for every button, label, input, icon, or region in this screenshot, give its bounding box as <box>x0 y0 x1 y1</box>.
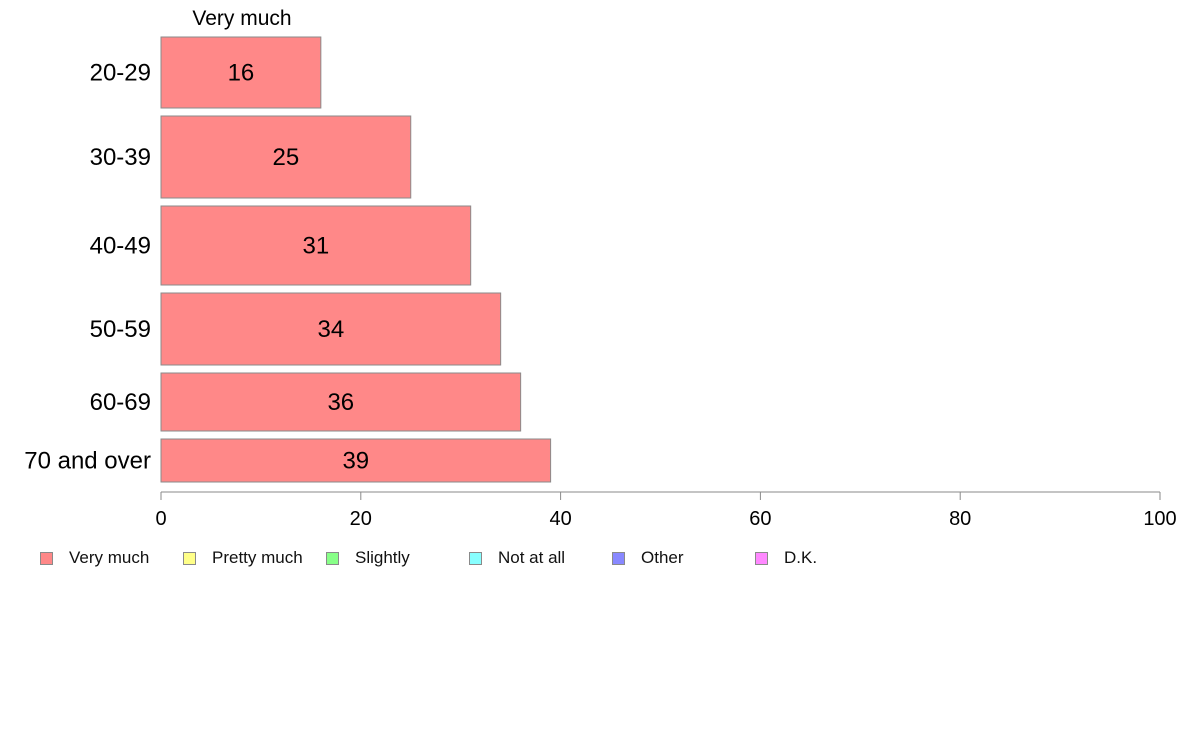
bar-70-and-over <box>160 438 552 483</box>
legend-item: Slightly <box>326 544 410 572</box>
x-tick-label: 40 <box>549 508 571 530</box>
y-tick-label: 40-49 <box>90 233 151 260</box>
legend-swatch <box>612 551 625 565</box>
data-label: 25 <box>273 144 300 171</box>
legend-label: Very much <box>69 548 150 567</box>
legend-item: Other <box>612 544 684 572</box>
legend-swatch <box>183 551 196 565</box>
y-tick-label: 50-59 <box>90 316 151 343</box>
data-label: 36 <box>327 389 354 416</box>
legend-item: Pretty much <box>183 544 303 572</box>
legend: Very much Pretty much Slightly Not at all Ot… <box>0 544 1188 572</box>
x-axis: 0 20 40 60 80 100 <box>155 491 1177 530</box>
legend-item: D.K. <box>755 544 817 572</box>
legend-label: Pretty much <box>212 548 303 567</box>
legend-label: Other <box>641 548 684 567</box>
data-label: 16 <box>228 60 255 87</box>
legend-label: Not at all <box>498 548 566 567</box>
y-tick-label: 20-29 <box>90 60 151 87</box>
x-tick-label: 80 <box>949 508 971 530</box>
legend-swatch <box>755 551 768 565</box>
data-label: 34 <box>317 316 344 343</box>
legend-swatch <box>326 551 339 565</box>
legend-swatch <box>469 551 482 565</box>
y-tick-label: 30-39 <box>90 144 151 171</box>
bar-50-59 <box>160 292 502 366</box>
bar-60-69 <box>160 372 522 432</box>
bar-20-29 <box>160 36 322 109</box>
bar-30-39 <box>160 115 412 199</box>
legend-swatch <box>40 551 53 565</box>
bars-group: 16 25 31 34 36 39 <box>160 36 552 483</box>
legend-label: Slightly <box>355 548 410 567</box>
y-tick-label: 60-69 <box>90 389 151 416</box>
bar-40-49 <box>160 205 472 286</box>
x-tick-label: 20 <box>350 508 372 530</box>
data-label: 39 <box>342 448 369 475</box>
legend-label: D.K. <box>784 548 818 567</box>
series-label: Very much <box>192 7 291 30</box>
x-tick-label: 100 <box>1143 508 1176 530</box>
y-axis-labels: 20-29 30-39 40-49 50-59 60-69 70 and over <box>24 60 151 475</box>
x-tick-label: 0 <box>155 508 166 530</box>
y-tick-label: 70 and over <box>24 448 151 475</box>
legend-item: Not at all <box>469 544 565 572</box>
legend-item: Very much <box>40 544 149 572</box>
bar-chart: Very much 16 25 31 34 36 39 20-29 30-39 40-49 50… <box>24 7 1177 530</box>
data-label: 31 <box>302 233 329 260</box>
x-tick-label: 60 <box>749 508 771 530</box>
